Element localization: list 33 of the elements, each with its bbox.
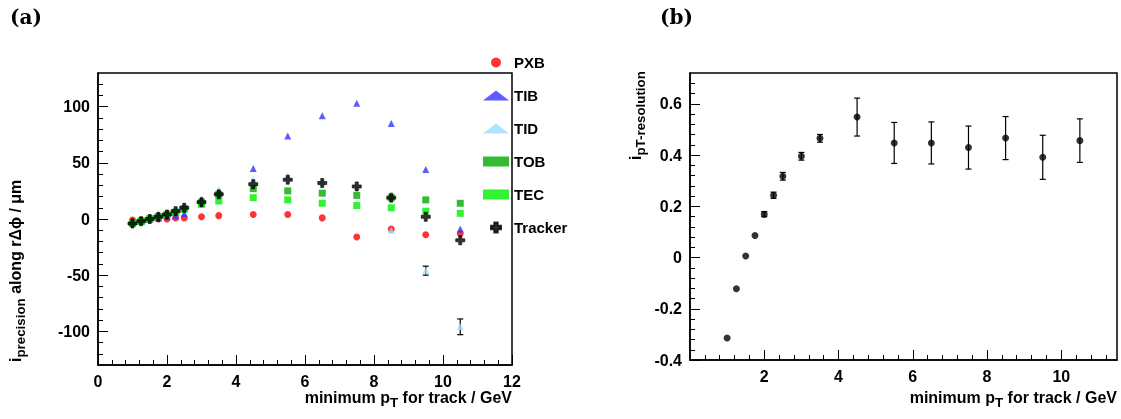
x-tick-label: 10 bbox=[434, 372, 452, 390]
x-tick-label: 8 bbox=[369, 372, 379, 390]
legend-label: TEC bbox=[514, 186, 545, 203]
x-tick-label: 2 bbox=[162, 372, 172, 390]
legend-label: PXB bbox=[514, 54, 546, 71]
y-tick-label: 100 bbox=[63, 98, 91, 116]
y-tick-label: 50 bbox=[72, 154, 91, 172]
x-tick-label: 2 bbox=[759, 367, 769, 385]
x-tick-label: 4 bbox=[834, 367, 844, 385]
y-tick-label: 0 bbox=[81, 210, 91, 228]
legend-label: TOB bbox=[514, 153, 546, 170]
x-tick-label: 6 bbox=[908, 367, 918, 385]
chart-title: (a) bbox=[10, 5, 42, 29]
x-tick-label: 10 bbox=[1052, 367, 1071, 385]
x-tick-label: 0 bbox=[93, 372, 103, 390]
y-tick-label: 0.2 bbox=[659, 197, 683, 215]
y-tick-label: 0.4 bbox=[659, 146, 683, 164]
legend-label: TID bbox=[514, 120, 539, 137]
chart-title: (b) bbox=[660, 5, 693, 29]
x-axis-title: minimum p$_{T}$ for track / GeV bbox=[909, 388, 1117, 413]
legend-label: TIB bbox=[514, 87, 539, 104]
y-tick-label: -0.4 bbox=[654, 351, 683, 369]
x-tick-label: 8 bbox=[982, 367, 992, 385]
y-tick-label: 0 bbox=[673, 249, 683, 266]
y-tick-label: 0.6 bbox=[659, 95, 683, 113]
y-tick-label: -0.2 bbox=[654, 300, 683, 318]
x-axis-title: minimum p$_{T}$ for track / GeV bbox=[304, 388, 512, 413]
legend-label: Tracker bbox=[514, 219, 568, 236]
x-tick-label: 4 bbox=[231, 372, 241, 390]
x-tick-label: 12 bbox=[503, 372, 521, 390]
y-tick-label: -50 bbox=[66, 266, 91, 284]
y-tick-label: -100 bbox=[57, 322, 91, 340]
x-tick-label: 6 bbox=[300, 372, 310, 390]
